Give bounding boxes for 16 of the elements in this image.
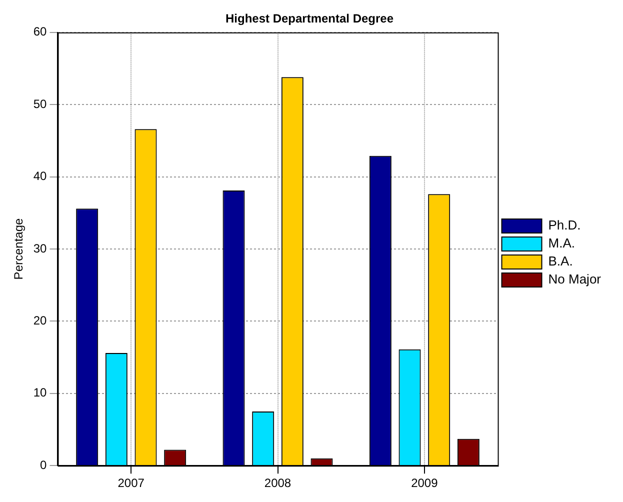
y-tick-label: 10 [33,386,48,400]
legend-label: No Major [548,272,602,287]
y-tick-label: 0 [40,458,48,472]
y-tick-label: 20 [33,314,48,328]
y-tick-label: 60 [33,24,48,39]
y-tick-label: 50 [33,96,48,111]
x-tick-label: 2007 [118,476,145,490]
chart-title: Highest Departmental Degree [225,12,394,26]
x-tick-label: 2008 [264,476,292,490]
legend-label: B.A. [548,254,573,269]
y-axis-title: Percentage [12,218,26,280]
legend-label: M.A. [548,236,575,251]
y-tick-label: 40 [33,169,48,184]
legend-label: Ph.D. [548,218,581,233]
y-tick-label: 30 [33,241,48,256]
x-tick-label: 2009 [411,476,438,490]
